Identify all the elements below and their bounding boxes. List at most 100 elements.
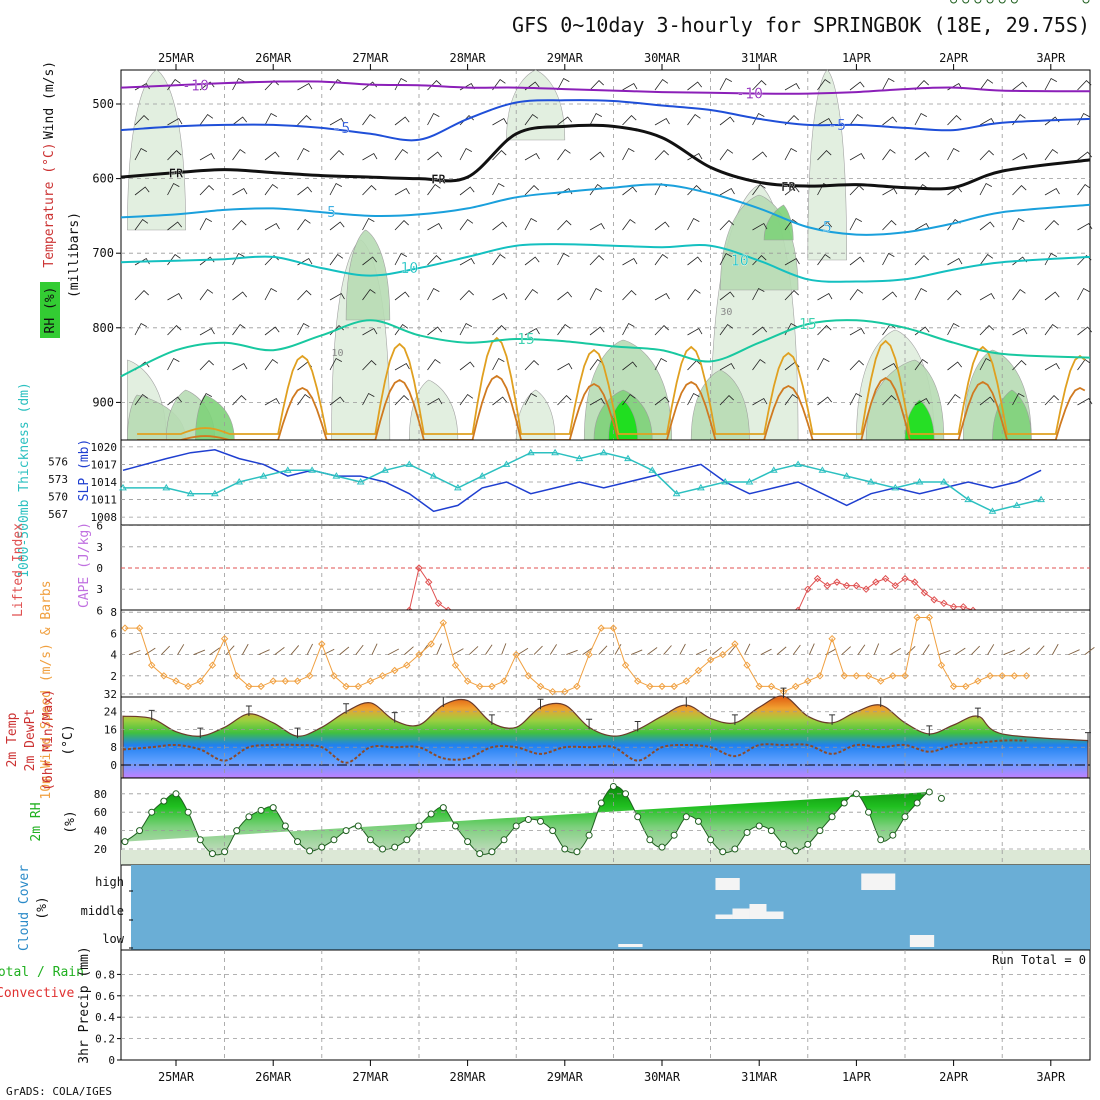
wind-barb (297, 82, 313, 91)
surface-barb (987, 644, 995, 655)
wind-speed-point (901, 672, 909, 680)
wind-speed-point (451, 661, 460, 669)
wind-barb (752, 255, 767, 266)
rh-point (427, 810, 435, 818)
wind-barb (1077, 255, 1092, 266)
panel-stability: 6 3 0 3 6 Lifted Index CAPE (J/kg) (11, 520, 1091, 617)
thickness-line (123, 451, 1042, 513)
rh-point (354, 822, 362, 830)
wind-speed-point (488, 682, 496, 691)
thickness-point (210, 489, 219, 497)
isotherm-line (120, 80, 1091, 95)
surface-barb (679, 643, 686, 655)
cloud-block (766, 911, 784, 919)
wind-speed-point (1022, 672, 1031, 680)
wind-barb (459, 393, 474, 406)
date-label: 26MAR (255, 1070, 292, 1084)
wind-barb (817, 150, 832, 161)
wind-barb (719, 187, 735, 196)
wind-speed-point (621, 661, 630, 669)
rh-point (221, 848, 229, 856)
wind-barb (784, 115, 799, 126)
wind-barb (329, 221, 345, 231)
wind-speed-point (536, 682, 545, 691)
wind-speed-point (281, 677, 290, 685)
wind-barb (394, 291, 410, 301)
rh-point (573, 848, 581, 856)
wind-speed-point (257, 682, 265, 691)
rh-point (148, 808, 156, 816)
wind-barb (752, 222, 768, 231)
wind-barb (849, 360, 864, 371)
wind-barb (1012, 152, 1028, 161)
wind-barb (492, 357, 505, 371)
wind-barb (427, 255, 442, 266)
wind-speed-point (791, 682, 800, 691)
surface-barb (663, 645, 672, 655)
surface-barb (468, 646, 479, 655)
wind-barb (914, 80, 929, 91)
wind-barb (394, 362, 410, 371)
isotherm-label: -10 (182, 76, 209, 94)
wind-barb (882, 116, 898, 126)
slp-tick-label: 1014 (91, 476, 118, 489)
surface-barb (339, 646, 350, 655)
wind-speed-point (743, 661, 751, 669)
rh-tick-label: 20 (94, 843, 107, 856)
wind-barb (979, 78, 994, 91)
thickness-point (502, 460, 511, 467)
wind-barb (687, 327, 703, 336)
surface-barb (1068, 649, 1080, 656)
surface-barb (857, 644, 866, 655)
rh-point (1010, 0, 1018, 4)
wind-barb (394, 187, 410, 196)
wind-barb (622, 186, 638, 196)
wind-barb (427, 80, 442, 91)
y-tick-label: 900 (92, 395, 114, 409)
date-label: 28MAR (450, 1070, 487, 1084)
temp-minmax (683, 696, 690, 708)
date-label: 27MAR (352, 51, 389, 65)
rh-point (658, 843, 666, 851)
wind-barb (394, 116, 410, 126)
wind-barb (622, 361, 638, 371)
wind-speed-point (390, 666, 399, 675)
wind-barb (622, 147, 635, 161)
surface-barb (841, 646, 852, 655)
isotherm-line (120, 183, 1091, 236)
wind-speed-point (196, 677, 205, 685)
wind-speed-point (427, 640, 435, 648)
temp-tick-label: 16 (104, 723, 117, 736)
temp-minmax (1085, 732, 1091, 743)
thickness-point (1012, 501, 1021, 508)
date-label: 29MAR (547, 1070, 584, 1084)
legend-convective: Convective (0, 986, 74, 1001)
rh-point (889, 831, 897, 839)
wind-speed-line (125, 617, 1027, 693)
surface-barb (873, 643, 880, 655)
li-point (852, 581, 861, 590)
wind-barb (1012, 185, 1027, 196)
rh-point (622, 790, 630, 798)
temp-minmax (974, 707, 981, 719)
wind-speed-point (269, 677, 277, 685)
wind-barb (524, 327, 540, 336)
wind-barb (232, 220, 247, 231)
wind-barb (329, 182, 342, 196)
date-label: 28MAR (450, 51, 487, 65)
wind-barb (329, 253, 344, 266)
surface-barb (582, 647, 593, 655)
wind-barb (557, 291, 573, 301)
wind-barb (849, 217, 862, 231)
wind-barb (524, 360, 539, 371)
wind-tick-label: 8 (110, 606, 117, 619)
temp-minmax (488, 714, 495, 725)
wind-barb (232, 323, 246, 336)
wind-barb (719, 220, 734, 231)
wind-barb (1012, 327, 1028, 336)
wind-barb (914, 222, 930, 231)
wind-speed-point (305, 672, 314, 680)
wind-barb (784, 147, 797, 161)
rh-point (403, 836, 411, 844)
surface-barb (1084, 647, 1095, 655)
